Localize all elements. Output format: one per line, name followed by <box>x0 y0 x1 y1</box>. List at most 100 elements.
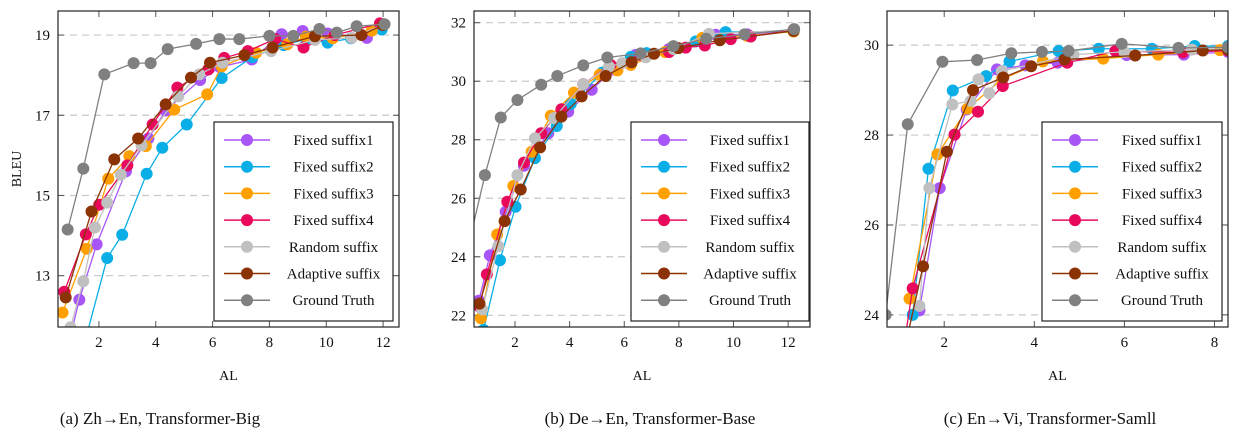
data-point <box>144 57 157 70</box>
legend-label: Fixed suffix1 <box>293 133 373 149</box>
data-point <box>551 69 564 82</box>
data-point <box>946 84 959 97</box>
legend-label: Random suffix <box>289 240 379 256</box>
x-tick-label: 6 <box>209 335 217 351</box>
data-point <box>378 18 391 31</box>
data-point <box>140 167 153 180</box>
legend-marker <box>241 240 253 253</box>
data-point <box>511 93 524 106</box>
legend-item: Ground Truth <box>641 293 792 309</box>
legend-marker <box>658 134 670 146</box>
legend-marker <box>241 267 253 280</box>
data-point <box>906 282 919 295</box>
data-point <box>201 88 214 101</box>
plot-frame <box>886 10 1229 328</box>
data-point <box>1035 45 1048 58</box>
legend-item: Random suffix <box>224 240 379 256</box>
legend-marker <box>241 214 253 227</box>
legend-marker <box>1069 214 1081 227</box>
legend-label: Random suffix <box>705 240 795 256</box>
data-point <box>913 299 926 312</box>
data-point <box>940 145 953 158</box>
x-axis-label: AL <box>1048 369 1067 384</box>
legend-marker <box>241 160 253 173</box>
data-point <box>971 105 984 118</box>
subfigure-caption: (b) De→En, Transformer-Base <box>545 409 756 428</box>
x-tick-label: 4 <box>152 335 160 351</box>
y-tick-label: 17 <box>35 108 51 124</box>
data-point <box>996 80 1009 93</box>
legend-marker <box>658 214 670 227</box>
y-tick-label: 22 <box>451 308 466 324</box>
data-point <box>180 118 193 131</box>
data-point <box>108 153 121 166</box>
legend-label: Fixed suffix3 <box>1122 186 1202 202</box>
data-point <box>159 98 172 111</box>
legend-marker <box>1069 240 1081 253</box>
data-point <box>511 169 524 182</box>
y-tick-label: 30 <box>451 74 466 90</box>
legend: Fixed suffix1 Fixed suffix2 Fixed suffix3 F… <box>1041 121 1223 322</box>
legend-marker <box>658 267 670 280</box>
legend-marker <box>1069 294 1081 307</box>
legend-marker <box>241 187 253 200</box>
x-axis-label: AL <box>633 369 652 384</box>
plot-frame <box>57 10 400 328</box>
legend-marker <box>658 160 670 173</box>
series-line-ground-truth <box>887 43 1228 309</box>
x-tick-label: 12 <box>376 335 391 351</box>
data-point <box>931 148 944 161</box>
legend-label: Adaptive suffix <box>1115 267 1209 283</box>
data-point <box>190 37 203 50</box>
data-point <box>213 33 226 46</box>
legend-label: Fixed suffix3 <box>710 186 790 202</box>
data-point <box>1185 43 1198 56</box>
data-point <box>713 34 726 47</box>
data-point <box>1005 47 1018 60</box>
data-point <box>127 57 140 70</box>
y-tick-label: 26 <box>451 191 467 207</box>
data-point <box>266 41 279 54</box>
x-tick-label: 10 <box>319 335 334 351</box>
data-point <box>575 90 588 103</box>
data-point <box>528 132 541 145</box>
x-tick-label: 6 <box>1121 335 1129 351</box>
series-group <box>887 37 1228 327</box>
x-tick-label: 6 <box>620 335 628 351</box>
legend-item: Fixed suffix2 <box>641 160 790 176</box>
x-tick-label: 2 <box>511 335 519 351</box>
data-point <box>936 55 949 68</box>
x-tick-label: 2 <box>95 335 103 351</box>
legend-item: Fixed suffix3 <box>1052 186 1202 202</box>
legend-label: Fixed suffix4 <box>293 213 374 229</box>
data-point <box>287 29 300 42</box>
data-point <box>577 59 590 72</box>
data-point <box>474 312 487 325</box>
legend-label: Ground Truth <box>709 293 792 309</box>
data-point <box>330 26 343 39</box>
data-point <box>555 110 568 123</box>
legend-marker <box>658 240 670 253</box>
data-point <box>90 238 103 251</box>
x-tick-label: 8 <box>675 335 683 351</box>
data-point <box>161 43 174 56</box>
y-tick-label: 28 <box>864 128 879 144</box>
y-tick-label: 24 <box>451 250 467 266</box>
data-point <box>263 29 276 42</box>
legend-item: Adaptive suffix <box>1052 267 1209 283</box>
x-axis-label: AL <box>219 369 238 384</box>
data-point <box>77 275 90 288</box>
y-tick-label: 19 <box>35 28 50 44</box>
x-tick-label: 12 <box>781 335 796 351</box>
data-point <box>102 172 115 185</box>
legend-item: Fixed suffix4 <box>1052 213 1203 229</box>
legend-item: Fixed suffix3 <box>641 186 790 202</box>
legend-item: Fixed suffix2 <box>1052 160 1202 176</box>
data-point <box>1196 44 1209 57</box>
y-tick-label: 15 <box>35 188 50 204</box>
data-point <box>906 326 910 327</box>
data-point <box>171 81 184 94</box>
legend-label: Random suffix <box>1117 240 1207 256</box>
data-point <box>101 196 114 209</box>
